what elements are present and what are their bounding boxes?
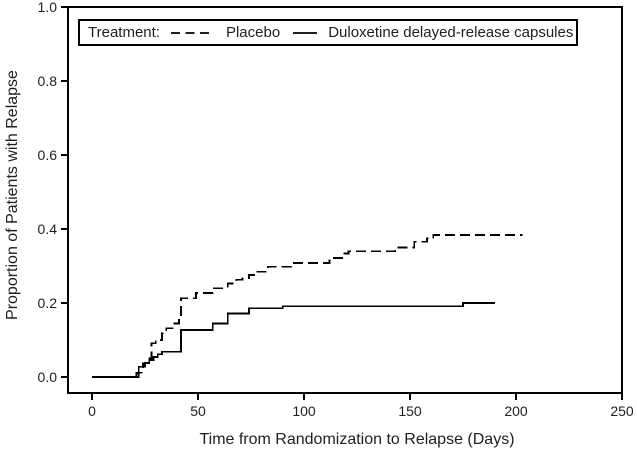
y-tick-label: 0.2 <box>37 295 57 311</box>
legend-label-duloxetine: Duloxetine delayed-release capsules <box>328 24 574 41</box>
duloxetine-curve <box>92 302 495 378</box>
legend-box: Treatment: Placebo Duloxetine delayed-re… <box>78 19 578 46</box>
x-tick-label: 150 <box>398 403 422 419</box>
x-tick-label: 100 <box>292 403 316 419</box>
plot-frame <box>67 6 623 394</box>
y-tick-label: 0.8 <box>37 73 57 89</box>
y-tick-label: 1.0 <box>37 0 57 15</box>
x-tick-label: 50 <box>190 403 206 419</box>
x-tick-label: 0 <box>88 403 96 419</box>
y-tick-label: 0.0 <box>37 369 57 385</box>
x-axis-label: Time from Randomization to Relapse (Days… <box>199 431 515 448</box>
placebo-dashed-line-icon <box>170 31 211 34</box>
placebo-curve <box>92 234 523 378</box>
y-tick-label: 0.6 <box>37 147 57 163</box>
x-tick-label: 250 <box>610 403 634 419</box>
legend-title: Treatment: <box>88 24 160 41</box>
y-axis-label: Proportion of Patients with Relapse <box>4 70 21 320</box>
x-tick-label: 200 <box>504 403 528 419</box>
y-tick-label: 0.4 <box>37 221 57 237</box>
duloxetine-solid-line-icon <box>293 31 318 34</box>
legend-label-placebo: Placebo <box>225 24 281 41</box>
